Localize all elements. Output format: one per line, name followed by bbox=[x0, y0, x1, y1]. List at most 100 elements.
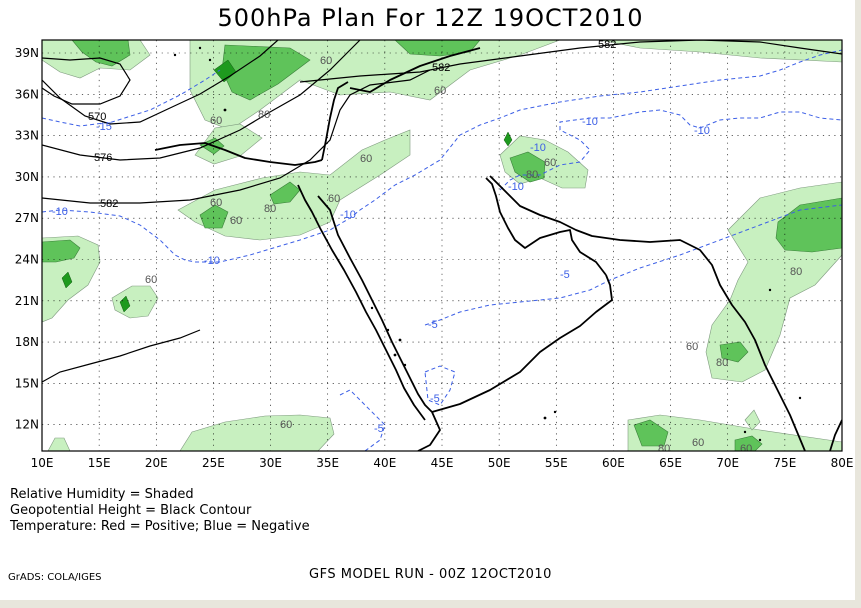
temp-contour-minus5-a bbox=[424, 204, 842, 326]
rh80-bottom-right-2 bbox=[734, 435, 763, 451]
rh-label: 60 bbox=[145, 274, 157, 286]
temp-label: -5 bbox=[430, 393, 440, 405]
rh-area-small-2 bbox=[744, 409, 761, 431]
height-contour-left-loop bbox=[42, 57, 131, 105]
temp-contour-minus5-c bbox=[424, 365, 456, 406]
graticule bbox=[42, 40, 842, 451]
temp-contour-minus10-a bbox=[42, 49, 842, 263]
rh-label: 80 bbox=[716, 357, 728, 369]
longitude-label: 40E bbox=[373, 456, 396, 470]
longitude-label: 20E bbox=[145, 456, 168, 470]
rh-area-bottom-right bbox=[627, 414, 842, 451]
rh-label: 80 bbox=[264, 203, 276, 215]
longitude-label: 55E bbox=[545, 456, 568, 470]
rh90-small-3 bbox=[119, 295, 131, 313]
temp-label: -5 bbox=[374, 423, 384, 435]
height-contour-582-top bbox=[299, 40, 842, 83]
latitude-label: 33N bbox=[15, 129, 39, 143]
longitude-label: 60E bbox=[602, 456, 625, 470]
longitude-label: 75E bbox=[773, 456, 796, 470]
longitude-label: 80E bbox=[831, 456, 854, 470]
window-right-edge bbox=[855, 0, 861, 608]
rh-label: 60 bbox=[320, 55, 332, 67]
rh-label: 60 bbox=[692, 437, 704, 449]
legend-height: Geopotential Height = Black Contour bbox=[10, 503, 252, 518]
longitude-label: 35E bbox=[316, 456, 339, 470]
coast-iran bbox=[489, 175, 806, 451]
coast-gulf bbox=[485, 177, 607, 276]
temp-label: -10 bbox=[694, 125, 710, 137]
latitude-label: 18N bbox=[15, 335, 39, 349]
longitude-label: 65E bbox=[659, 456, 682, 470]
rh-label: 60 bbox=[280, 419, 292, 431]
latitude-label: 12N bbox=[15, 418, 39, 432]
rh-area-small-sw bbox=[47, 437, 71, 451]
height-contour-576 bbox=[42, 40, 361, 161]
rh90-small-2 bbox=[503, 131, 513, 147]
coast-red-sea-west bbox=[297, 184, 426, 421]
grads-credit: GrADS: COLA/IGES bbox=[8, 572, 102, 583]
height-label: 570 bbox=[88, 111, 106, 123]
longitude-label: 10E bbox=[31, 456, 54, 470]
rh-label: 60 bbox=[230, 215, 242, 227]
height-contour-582-left bbox=[42, 69, 431, 204]
coast-red-sea-east bbox=[317, 195, 433, 413]
height-label: 582 bbox=[100, 198, 118, 210]
height-contours bbox=[42, 40, 842, 383]
rh80-mid-left-2 bbox=[269, 181, 301, 205]
rh80-top-left bbox=[71, 40, 131, 67]
temp-label: -15 bbox=[96, 121, 112, 133]
plot-frame bbox=[41, 39, 843, 452]
coast-india bbox=[829, 419, 842, 451]
rh-label: 60 bbox=[328, 193, 340, 205]
model-run-label: GFS MODEL RUN - 00Z 12OCT2010 bbox=[309, 567, 552, 582]
rh80-gulf bbox=[509, 151, 546, 183]
rh-label: 60 bbox=[544, 157, 556, 169]
map-title: 500hPa Plan For 12Z 19OCT2010 bbox=[217, 4, 644, 32]
latitude-label: 21N bbox=[15, 294, 39, 308]
coast-levant bbox=[321, 81, 349, 161]
temp-label: -5 bbox=[428, 319, 438, 331]
rh80-east bbox=[775, 197, 842, 253]
rh-label: 60 bbox=[210, 197, 222, 209]
height-contour-570 bbox=[42, 40, 279, 125]
coast-black-sea bbox=[349, 47, 481, 93]
coast-mediterranean-south bbox=[154, 142, 323, 166]
temp-label: -10 bbox=[530, 142, 546, 154]
latitude-label: 27N bbox=[15, 211, 39, 225]
temp-label: -10 bbox=[340, 209, 356, 221]
rh-label: 80 bbox=[658, 443, 670, 455]
latitude-axis: 39N 36N 33N 30N 27N 24N 21N 18N 15N 12N bbox=[15, 46, 39, 432]
latitude-label: 15N bbox=[15, 376, 39, 390]
coast-horn-africa bbox=[417, 411, 441, 451]
rh-area-bottom-mid bbox=[179, 414, 335, 451]
temp-contour-minus15 bbox=[42, 69, 221, 127]
rh-label: 60 bbox=[740, 443, 752, 455]
longitude-label: 45E bbox=[431, 456, 454, 470]
latitude-label: 39N bbox=[15, 46, 39, 60]
rh-label: 60 bbox=[210, 115, 222, 127]
temp-contour-minus10-b bbox=[499, 109, 842, 191]
height-label: 576 bbox=[94, 152, 112, 164]
longitude-label: 30E bbox=[259, 456, 282, 470]
rh80-east-small bbox=[719, 341, 749, 363]
longitude-label: 50E bbox=[488, 456, 511, 470]
rh80-mid-left bbox=[199, 204, 229, 229]
rh-label: 60 bbox=[434, 85, 446, 97]
height-contour-bottom bbox=[42, 329, 201, 383]
rh-label: 80 bbox=[258, 109, 270, 121]
temperature-contours bbox=[42, 49, 842, 451]
legend-humidity: Relative Humidity = Shaded bbox=[10, 487, 194, 502]
rh90-small-4 bbox=[61, 271, 73, 289]
rh80-left-edge bbox=[42, 239, 81, 263]
longitude-axis: 10E 15E 20E 25E 30E 35E 40E 45E 50E 55E 60E 65E 70E 7… bbox=[31, 456, 854, 470]
rh-label: 60 bbox=[360, 153, 372, 165]
latitude-label: 24N bbox=[15, 253, 39, 267]
height-label: 582 bbox=[432, 62, 450, 74]
islands bbox=[173, 46, 802, 442]
rh-label: 60 bbox=[686, 341, 698, 353]
temp-label: -10 bbox=[508, 181, 524, 193]
coast-arabia-south bbox=[431, 274, 613, 413]
height-label: 582 bbox=[598, 39, 616, 51]
temp-label: -10 bbox=[204, 255, 220, 267]
